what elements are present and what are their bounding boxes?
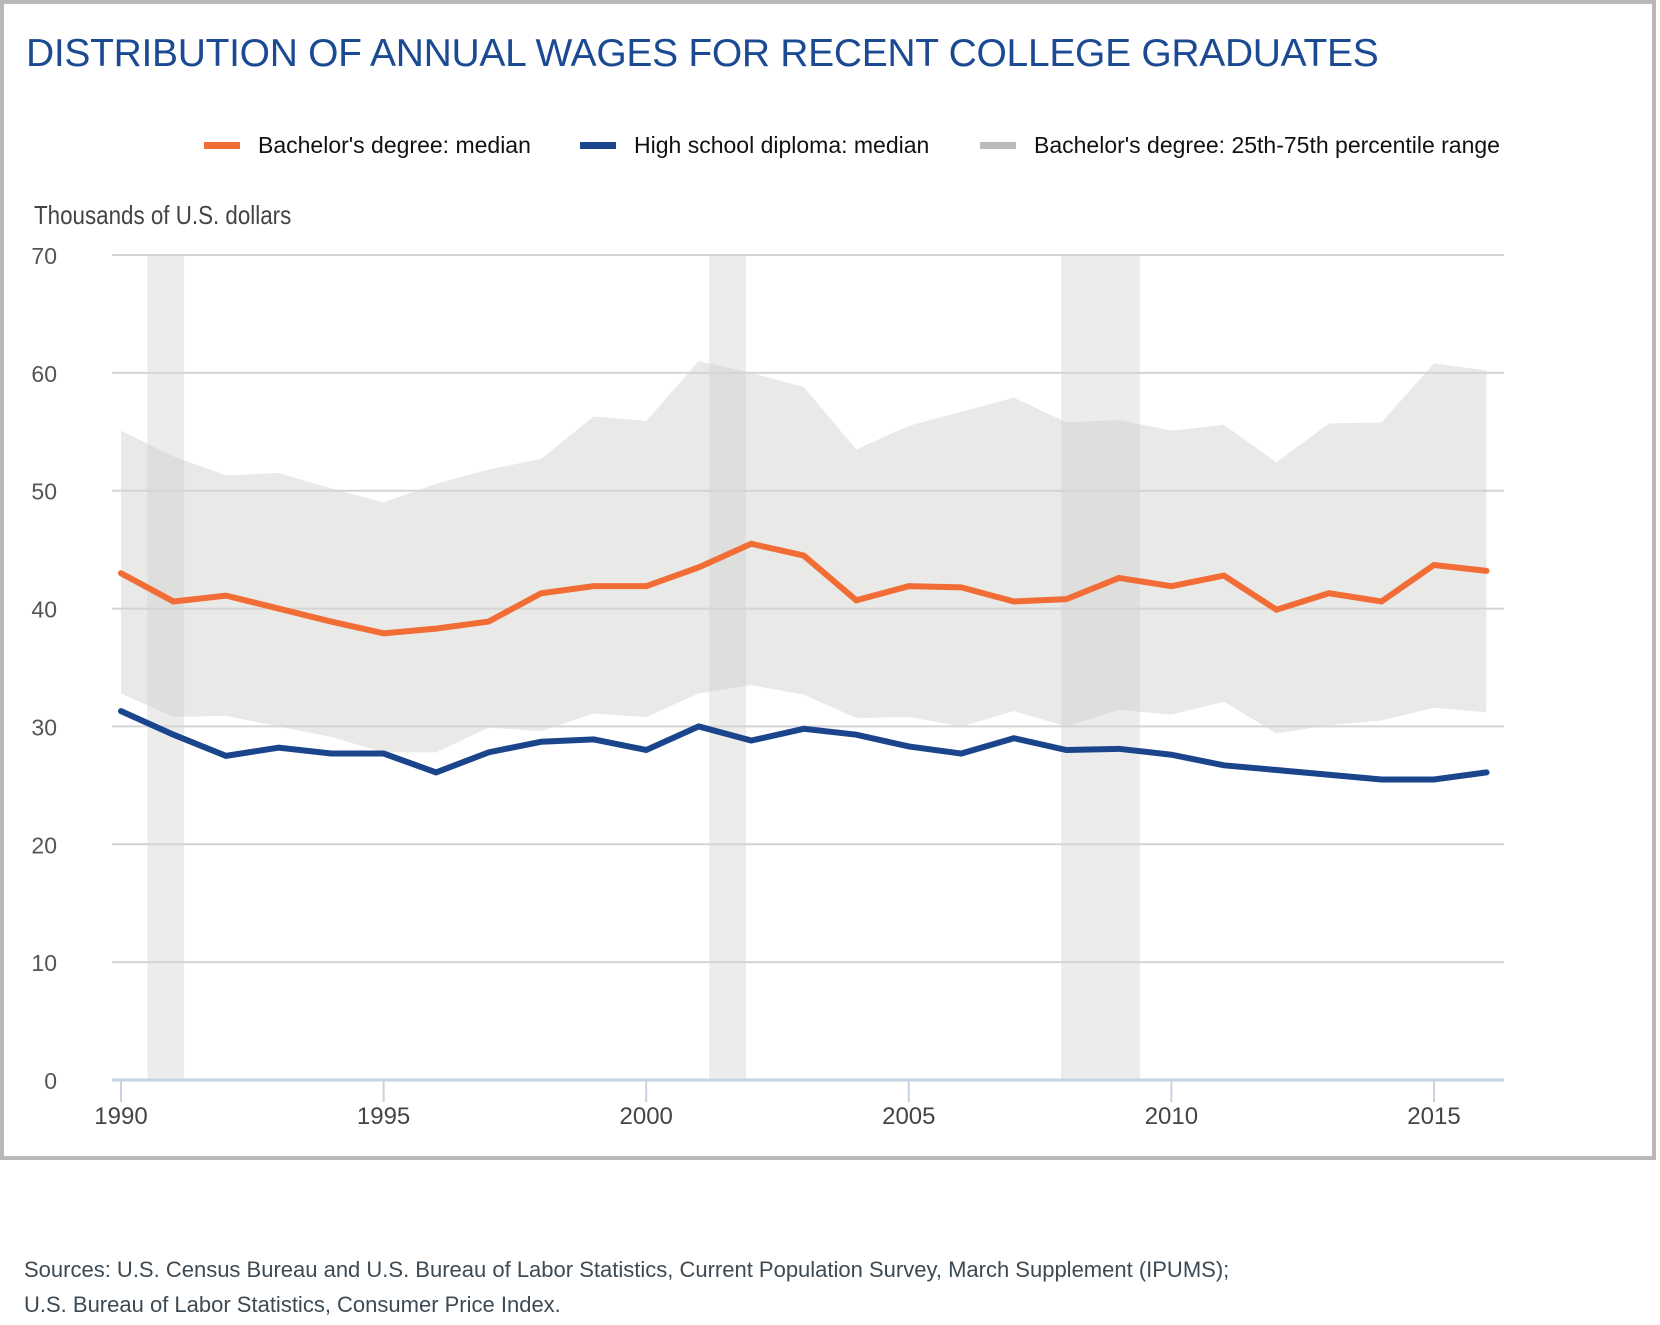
chart-title: DISTRIBUTION OF ANNUAL WAGES FOR RECENT …	[26, 32, 1379, 75]
legend-swatch-gray	[980, 142, 1016, 149]
y-axis-label: Thousands of U.S. dollars	[34, 200, 292, 230]
series-lines	[118, 540, 1490, 783]
x-tick-label: 2010	[1145, 1103, 1198, 1130]
x-tick-label: 2015	[1407, 1103, 1460, 1130]
x-tick-labels: 1990 1995 2000 2005 2010 2015	[94, 1103, 1460, 1130]
legend-item-bachelor-median: Bachelor's degree: median	[204, 132, 531, 159]
recession-shade	[147, 255, 185, 1080]
y-tick-label: 10	[31, 950, 57, 976]
legend: Bachelor's degree: median High school di…	[0, 132, 1648, 162]
legend-swatch-blue	[580, 142, 616, 149]
source-line-2: U.S. Bureau of Labor Statistics, Consume…	[24, 1292, 561, 1317]
source-note: Sources: U.S. Census Bureau and U.S. Bur…	[24, 1252, 1229, 1322]
x-tick-label: 2005	[882, 1103, 935, 1130]
y-tick-label: 0	[44, 1068, 57, 1094]
legend-label: Bachelor's degree: 25th-75th percentile …	[1034, 132, 1500, 158]
source-line-1: Sources: U.S. Census Bureau and U.S. Bur…	[24, 1257, 1230, 1282]
x-tick-label: 1990	[94, 1103, 147, 1130]
y-tick-label: 70	[31, 243, 57, 269]
recession-shade	[709, 255, 746, 1080]
recession-shade	[1061, 255, 1140, 1080]
bachelor-median-line	[118, 540, 1490, 637]
gridlines	[112, 254, 1504, 964]
highschool-median-line	[118, 708, 1490, 783]
x-axis	[112, 1078, 1504, 1102]
x-tick-label: 2000	[620, 1103, 673, 1130]
y-tick-label: 30	[31, 714, 57, 740]
y-tick-labels: 0 10 20 30 40 50 60 70	[31, 243, 57, 1094]
recession-shading	[147, 255, 1140, 1080]
x-tick-label: 1995	[357, 1103, 410, 1130]
legend-item-percentile-range: Bachelor's degree: 25th-75th percentile …	[980, 132, 1500, 159]
legend-label: High school diploma: median	[634, 132, 930, 158]
legend-label: Bachelor's degree: median	[258, 132, 531, 158]
y-tick-label: 60	[31, 361, 57, 387]
legend-item-highschool-median: High school diploma: median	[580, 132, 929, 159]
legend-swatch-orange	[204, 142, 240, 149]
y-tick-label: 40	[31, 597, 57, 623]
y-tick-label: 20	[31, 832, 57, 858]
y-tick-label: 50	[31, 479, 57, 505]
